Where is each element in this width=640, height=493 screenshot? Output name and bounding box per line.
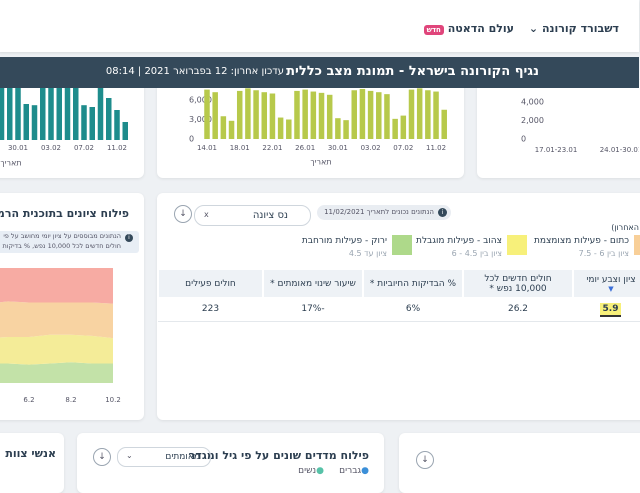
legend-label: גברים [340,466,363,476]
table-cell: -17% [264,297,364,322]
city-table: ציון וצבע יומי ▼ חולים חדשים לכל 10,000 נפ… [158,270,640,322]
table-cell: 223 [159,297,264,322]
note-line: חולים חדשים לכל 10,000 נפש, % בדיקות [3,242,122,250]
cell-value: 223 [202,304,221,314]
info-icon: i [126,234,134,242]
nav-label: עולם הדאטה [448,22,515,35]
table-cell: 5.9 [574,297,640,322]
legend-swatch [635,235,640,255]
legend-item: כתום - פעילות מצומצמת ציון בין 6 - 7.5 [530,235,640,261]
note-box: i הנתונים מבוססים על ציון יומי מחושב על … [0,231,140,253]
update-time: עדכון אחרון: 12 בפברואר 2021 | 08:14 [106,66,285,77]
legend-range: ציון עד 4.5 [349,249,388,258]
date-note: הנתונים נכונים לתאריך 11/02/2021 [325,208,435,216]
column-header: חולים חדשים לכל 10,000 נפש * [463,270,574,297]
cell-value: 6% [406,304,422,314]
sort-arrow[interactable]: ▼ [609,284,615,293]
legend-swatch [508,235,528,255]
chevron: ⌄ [127,451,134,460]
card-title: פילוח מדדים שונים על פי גיל ומגדר [189,449,370,462]
nav-item[interactable]: עולם הדאטה חדש [422,22,515,35]
banner: נגיף הקורונה בישראל - תמונת מצב כללית עד… [0,57,640,88]
nav-label: דשבורד קורונה [542,22,620,35]
legend-heading: האחרון) [612,223,640,232]
legend-swatch [393,235,413,255]
top-nav: דשבורד קורונה ⌄ עולם הדאטה חדש [0,0,640,52]
date-chip: i הנתונים נכונים לתאריך 11/02/2021 [318,205,452,220]
card-title: פילוח ציונים בתוכנית הרמזור [0,207,130,220]
table-cell: 6% [364,297,464,322]
card: אנשי צוות [0,433,65,493]
card-title: אנשי צוות [6,447,57,460]
card [0,80,145,178]
dropdown-value: מאומתים [166,452,201,462]
cell-value: -17% [302,304,326,314]
download-button[interactable]: ↓ [94,448,112,466]
legend-range: ציון בין 4.5 - 6 [452,249,503,258]
header-row: ציון וצבע יומי ▼ חולים חדשים לכל 10,000 נפ… [158,270,640,297]
column-header: % הבדיקות החיוביות * [363,270,464,297]
legend-label: נשים [299,466,318,476]
legend-label: כתום - פעילות מצומצמת [534,236,630,246]
download-button[interactable]: ↓ [175,205,193,223]
search-value: נס ציונה [253,210,289,221]
legend-item: ●נשים [299,466,325,476]
data-row: 5.9 26.2 6% -17% 223 [159,297,640,322]
note-line: הנתונים מבוססים על ציון יומי מחושב על פי [4,232,122,240]
card: ↓ [400,433,640,493]
legend-label: ירוק - פעילות מורחבת [302,236,388,246]
cell-value: 26.2 [508,304,530,314]
legend-item: ●גברים [340,466,370,476]
column-header: שיעור שינוי מאומתים * [263,270,364,297]
column-header: חולים פעילים [158,270,264,297]
card [158,80,465,178]
download-button[interactable]: ↓ [417,451,435,469]
banner-title: נגיף הקורונה בישראל - תמונת מצב כללית [287,64,540,79]
card: פילוח מדדים שונים על פי גיל ומגדר ↓ מאומ… [78,433,385,493]
cell-value: 5.9 [600,303,623,317]
card: פילוח ציונים בתוכנית הרמזור i הנתונים מב… [0,193,145,420]
legend-label: צהוב - פעילות מוגבלת [417,236,503,246]
card: ↓ נס ציונה x i הנתונים נכונים לתאריך 11/… [158,193,640,420]
legend-item: ירוק - פעילות מורחבת ציון עד 4.5 [288,235,413,261]
new-badge: חדש [424,25,445,35]
legend-range: ציון בין 6 - 7.5 [579,249,630,258]
table-cell: 26.2 [464,297,574,322]
info-icon: i [439,208,448,217]
legend-item: צהוב - פעילות מוגבלת ציון בין 4.5 - 6 [403,235,528,261]
column-header: ציון וצבע יומי ▼ [573,270,640,297]
clear-icon[interactable]: x [205,210,210,219]
search-box[interactable]: נס ציונה x [195,205,312,226]
card [478,80,640,178]
nav-item[interactable]: דשבורד קורונה ⌄ [529,22,620,35]
dropdown[interactable]: מאומתים ⌄ [118,447,212,467]
